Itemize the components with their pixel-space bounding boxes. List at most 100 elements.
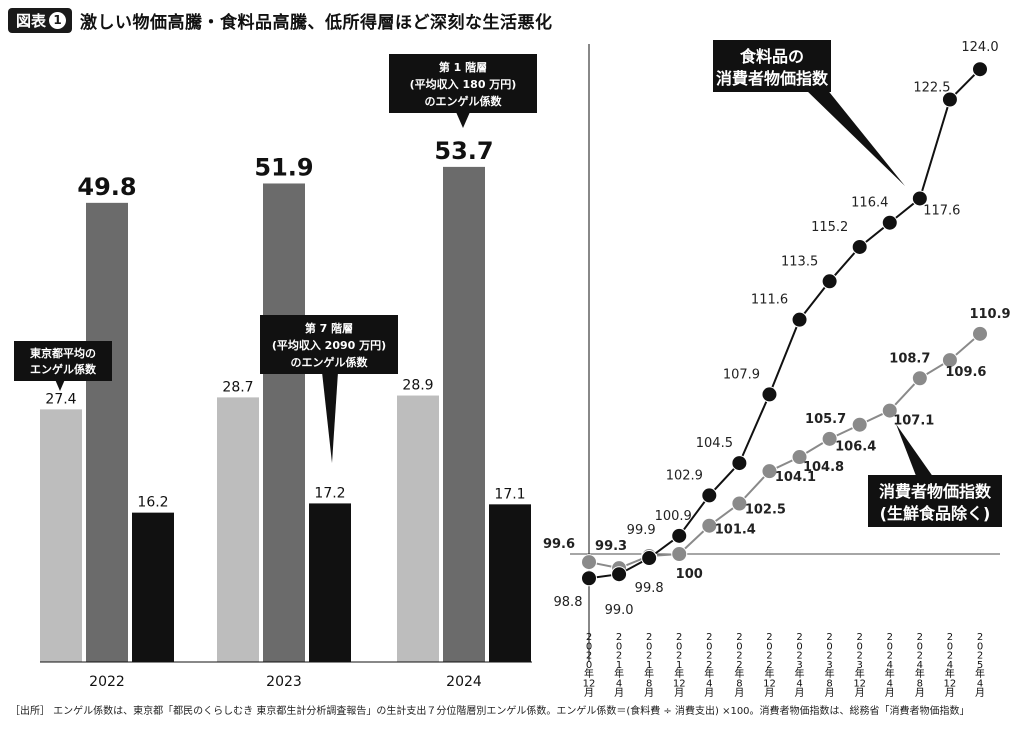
callout-tier1-line: 第 1 階層: [439, 60, 487, 74]
food-value-label: 99.0: [605, 603, 634, 618]
x-tick-char: 年: [975, 667, 985, 680]
bar-value-label: 28.9: [402, 378, 433, 394]
x-tick-char: 2: [857, 651, 863, 662]
callout-tier7-bg: [260, 315, 398, 374]
bar-2024-s2: [443, 166, 485, 663]
core-value-label: 101.4: [715, 523, 756, 538]
x-tick-char: 2: [887, 632, 893, 643]
x-tick-char: 2: [857, 632, 863, 643]
x-tick-char: 0: [826, 641, 832, 652]
bar-2023-s2: [263, 183, 305, 662]
food-value-label: 117.6: [923, 203, 960, 218]
figure-title-row: 図表 1 激しい物価高騰・食料品高騰、低所得層ほど深刻な生活悪化: [8, 6, 553, 34]
x-category-label: 2023: [266, 674, 302, 690]
line-point-core: [941, 352, 958, 369]
bar-value-label: 17.1: [494, 486, 525, 502]
callout-food-cpi-bg: [713, 40, 831, 92]
core-value-label: 104.1: [775, 470, 816, 485]
x-tick-char: 0: [766, 641, 772, 652]
x-tick-char: 月: [644, 687, 654, 699]
callout-core-cpi-line: (生鮮食品除く): [880, 504, 991, 523]
x-tick-char: 年: [584, 667, 594, 680]
bar-2022-s3: [132, 512, 174, 662]
bar-value-label: 49.8: [77, 173, 136, 201]
bar-2024-s1: [397, 395, 439, 662]
callout-tokyo-average-line: 東京都平均の: [30, 346, 96, 360]
figure-title: 激しい物価高騰・食料品高騰、低所得層ほど深刻な生活悪化: [80, 12, 553, 33]
callout-tier7-line: のエンゲル係数: [291, 355, 369, 369]
x-tick-char: 2: [736, 660, 742, 671]
x-tick-char: 2: [616, 651, 622, 662]
x-tick-char: 2: [947, 632, 953, 643]
bar-2024-s3: [489, 504, 531, 662]
x-tick-char: 年: [795, 667, 805, 680]
x-tick-char: 年: [704, 667, 714, 680]
callout-tokyo-pointer: [54, 377, 66, 391]
line-point-core: [881, 402, 898, 419]
x-tick-char: 月: [825, 687, 835, 699]
x-tick-char: 2: [706, 632, 712, 643]
x-tick-char: 年: [734, 667, 744, 680]
callout-food-cpi-pointer: [804, 88, 905, 186]
bar-value-label: 28.7: [222, 379, 253, 395]
core-value-label: 105.7: [805, 412, 846, 427]
x-tick-char: 4: [706, 679, 712, 690]
callout-core-cpi-bg: [868, 475, 1002, 527]
callout-tier7: 第 7 階層 (平均収入 2090 万円) のエンゲル係数: [260, 315, 398, 374]
bar-value-label: 51.9: [254, 153, 313, 181]
x-tick-char: 月: [764, 687, 774, 699]
line-point-core: [701, 517, 718, 534]
x-tick-char: 4: [796, 679, 802, 690]
line-point-food: [911, 190, 928, 207]
bar-value-label: 17.2: [314, 485, 345, 501]
core-value-label: 110.9: [969, 307, 1010, 322]
figure-label-badge: 図表 1: [8, 7, 73, 33]
line-point-food: [761, 386, 778, 403]
line-point-food: [941, 91, 958, 108]
x-tick-char: 12: [853, 679, 866, 690]
x-tick-char: 2: [917, 651, 923, 662]
food-value-label: 98.8: [554, 595, 583, 610]
x-tick-char: 年: [855, 667, 865, 680]
x-tick-char: 年: [764, 667, 774, 680]
line-point-food: [881, 214, 898, 231]
line-point-core: [851, 416, 868, 433]
food-value-label: 104.5: [696, 436, 733, 451]
x-tick-char: 2: [586, 651, 592, 662]
line-point-food: [731, 455, 748, 472]
line-point-core: [972, 325, 988, 342]
food-value-label: 115.2: [811, 220, 848, 235]
x-tick-char: 12: [583, 679, 596, 690]
x-tick-char: 月: [795, 687, 805, 699]
x-tick-char: 2: [826, 632, 832, 643]
x-tick-char: 3: [796, 660, 802, 671]
callout-tier7-line: (平均収入 2090 万円): [272, 338, 386, 352]
callout-tier1: 第 1 階層 (平均収入 180 万円) のエンゲル係数: [389, 54, 537, 113]
callout-tier1-line: (平均収入 180 万円): [410, 77, 517, 91]
x-tick-char: 2: [796, 651, 802, 662]
core-value-label: 107.1: [893, 414, 934, 429]
x-tick-char: 月: [674, 687, 684, 699]
x-tick-char: 12: [763, 679, 776, 690]
x-tick-char: 8: [646, 679, 652, 690]
food-value-label: 116.4: [851, 196, 888, 211]
x-tick-char: 4: [887, 679, 893, 690]
x-tick-char: 0: [917, 641, 923, 652]
food-value-label: 122.5: [913, 81, 950, 96]
callout-tokyo-average-line: エンゲル係数: [30, 362, 97, 376]
core-value-label: 102.5: [745, 503, 786, 518]
x-tick-char: 4: [977, 679, 983, 690]
bar-2022-s2: [86, 202, 128, 662]
line-point-food: [851, 238, 868, 255]
x-tick-char: 8: [826, 679, 832, 690]
figure-label: 図表: [16, 11, 47, 30]
line-point-food: [821, 273, 838, 290]
x-tick-char: 年: [945, 667, 955, 680]
